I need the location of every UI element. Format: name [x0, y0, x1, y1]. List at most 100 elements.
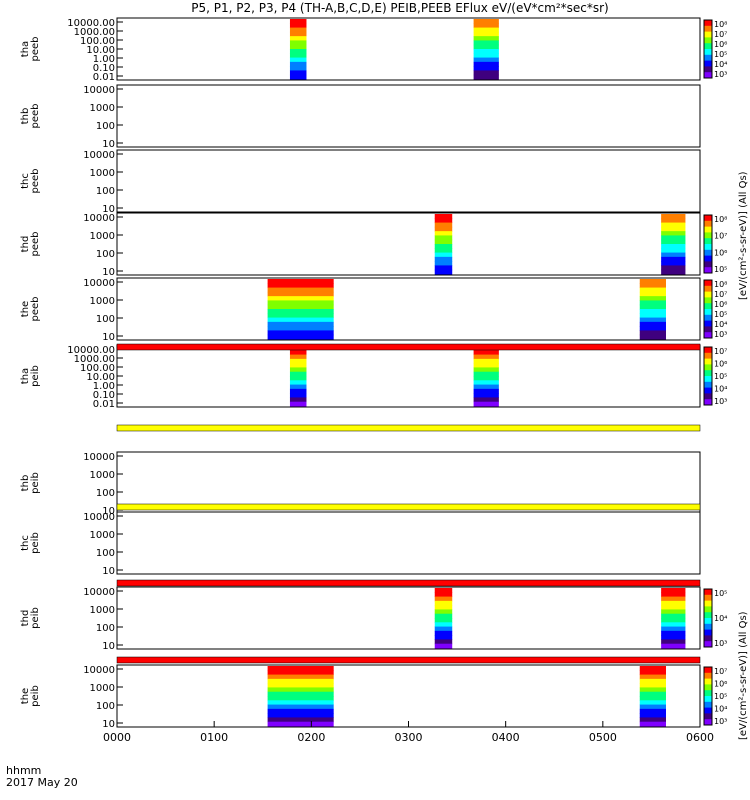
- y-tick-label: 10: [102, 332, 115, 343]
- y-tick-label: 10000: [83, 85, 115, 96]
- spectrogram-cell: [473, 367, 499, 373]
- y-tick-label: 1000: [90, 296, 115, 307]
- colorbar-tick-label: 10⁵: [714, 589, 727, 598]
- panel-probe-label: thb: [20, 108, 31, 125]
- spectrogram-cell: [473, 57, 499, 63]
- colorbar-segment: [704, 370, 712, 377]
- spectrogram-cell: [267, 683, 334, 688]
- colorbar-tick-label: 10³: [714, 639, 727, 648]
- colorbar-segment: [704, 713, 712, 720]
- y-tick-label: 10000.00: [67, 345, 115, 356]
- colorbar-segment: [704, 244, 712, 251]
- spectrogram-cell: [639, 326, 666, 331]
- spectrogram-cell: [267, 283, 334, 289]
- spectrogram-cell: [267, 291, 334, 297]
- panel-the-peib: the peib 10000 1000 100 10 10⁷ 10⁶ 10⁵ 10⁴ 10³: [20, 664, 727, 730]
- colorbar-tick-label: 10³: [714, 397, 727, 406]
- y-tick-label: 1000: [90, 168, 115, 179]
- colorbar-tick-label: 10⁶: [714, 248, 727, 257]
- panel-frame: [116, 586, 701, 650]
- spectrogram-cell: [289, 57, 307, 63]
- spectrogram-cell: [289, 350, 307, 356]
- colorbar-segment: [704, 364, 712, 371]
- panel-tha-peib: tha peib 10000.001000.00100.0010.001.000.1…: [20, 344, 727, 410]
- spectrogram-cell: [661, 613, 686, 619]
- spectrogram-cell: [289, 40, 307, 46]
- spectrogram-cell: [267, 296, 334, 301]
- colorbar-tick-label: 10⁴: [714, 320, 727, 329]
- spectrogram-cell: [661, 261, 686, 266]
- spectrogram-cell: [289, 19, 307, 24]
- colorbar-segment: [704, 358, 712, 365]
- spectrogram-cell: [289, 354, 307, 360]
- spectrogram-cell: [434, 609, 453, 615]
- spectrogram-cell: [289, 380, 307, 386]
- panel-probe-label: the: [20, 301, 31, 317]
- panel-thb-peib: thb peib 10000 1000 100 10: [20, 451, 701, 517]
- colorbar-segment: [704, 232, 712, 239]
- y-tick-label: 100.00: [80, 36, 115, 47]
- colorbar-segment: [704, 309, 712, 316]
- colorbar-segment: [704, 220, 712, 228]
- spectrogram-cell: [473, 380, 499, 386]
- spectrogram-cell: [289, 363, 307, 368]
- spectrogram-cell: [473, 393, 499, 398]
- spectrogram-cell: [267, 670, 334, 676]
- colorbar-segment: [704, 72, 712, 79]
- x-tick-label: 0100: [200, 731, 228, 744]
- spectrogram-cell: [473, 19, 499, 24]
- spectrogram-cell: [434, 231, 453, 236]
- spectrogram-cell: [473, 384, 499, 390]
- spectrogram-cell: [661, 226, 686, 232]
- panel-product-label: peib: [30, 472, 41, 494]
- colorbar-segment: [704, 314, 712, 322]
- spectrogram-cell: [661, 231, 686, 236]
- x-tick-label: 0400: [492, 731, 520, 744]
- spectrogram-cell: [473, 44, 499, 50]
- colorbar-segment: [704, 267, 712, 274]
- panel-product-label: peib: [30, 685, 41, 707]
- spectrogram-cell: [289, 53, 307, 59]
- spectrogram-cell: [434, 218, 453, 224]
- colorbar-segment: [704, 690, 712, 697]
- colorbar-segment: [704, 387, 712, 394]
- spectrogram-cell: [434, 256, 453, 262]
- x-tick-label: 0200: [297, 731, 325, 744]
- y-tick-label: 100: [96, 488, 115, 499]
- colorbar-segment: [704, 618, 712, 625]
- y-tick-label: 1000: [90, 683, 115, 694]
- y-tick-label: 10: [102, 506, 115, 517]
- panel-thc-peib: thc peib 10000 1000 100 10: [20, 511, 701, 577]
- panel-colorbar: 10⁷ 10⁶ 10⁵ 10⁴ 10³: [703, 666, 727, 726]
- spectrogram-cell: [434, 214, 453, 219]
- spectrogram-cell: [639, 334, 666, 340]
- x-axis-label-hhmm: hhmm: [6, 764, 41, 777]
- colorbar-segment: [704, 635, 712, 642]
- spectrogram-cell: [473, 27, 499, 33]
- spectrogram-cell: [473, 70, 499, 76]
- spectrogram-cell: [289, 358, 307, 364]
- spectrogram-cell: [639, 700, 666, 706]
- spectrogram-cell: [473, 49, 499, 54]
- colorbar-segment: [704, 285, 712, 293]
- panel-thd-peeb: thd peeb 10000 1000 100 10 10⁸ 10⁷ 10⁶ 10⁵: [20, 212, 727, 278]
- spectrogram-cell: [639, 283, 666, 289]
- y-tick-label: 1.00: [93, 54, 115, 65]
- spectrogram-cell: [289, 23, 307, 29]
- spectrogram-cell: [661, 239, 686, 245]
- panel-colorbar: 10⁷ 10⁶ 10⁵ 10⁴ 10³: [703, 346, 727, 406]
- colorbar-frame: [703, 588, 713, 648]
- spectrogram-cell: [639, 678, 666, 684]
- colorbar-segment: [704, 393, 712, 400]
- spectrogram-cell: [473, 40, 499, 46]
- colorbar-tick-label: 10⁴: [714, 60, 727, 69]
- y-tick-label: 10.00: [86, 45, 115, 56]
- quality-flag-bar: [116, 579, 701, 587]
- spectrogram-cell: [661, 635, 686, 640]
- spectrogram-cell: [661, 609, 686, 615]
- spectrogram-cell: [289, 393, 307, 398]
- colorbar-tick-label: 10⁶: [714, 360, 727, 369]
- spectrogram-cell: [267, 279, 334, 284]
